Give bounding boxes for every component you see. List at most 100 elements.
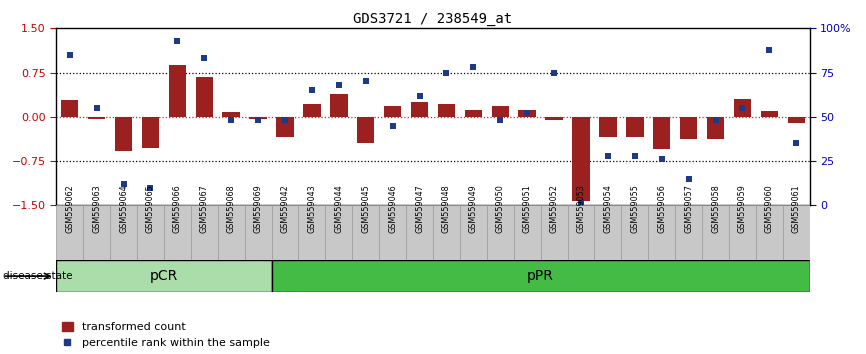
Bar — [787, 117, 805, 123]
Bar — [272, 205, 299, 260]
Bar — [594, 205, 621, 260]
Bar — [492, 106, 509, 117]
Text: GSM559046: GSM559046 — [388, 184, 397, 233]
Bar — [410, 102, 429, 117]
Bar — [622, 205, 649, 260]
Text: GSM559064: GSM559064 — [119, 184, 128, 233]
Bar — [169, 65, 186, 117]
Bar — [514, 205, 540, 260]
Bar — [83, 205, 110, 260]
Text: GSM559061: GSM559061 — [792, 184, 801, 233]
Bar — [680, 117, 697, 139]
Text: GSM559055: GSM559055 — [630, 184, 639, 233]
Text: GSM559054: GSM559054 — [604, 184, 612, 233]
Bar — [196, 77, 213, 117]
Point — [171, 38, 184, 44]
Point — [63, 52, 77, 58]
Text: pPR: pPR — [527, 269, 554, 283]
Point — [412, 93, 426, 98]
Text: GSM559058: GSM559058 — [711, 184, 720, 233]
Point — [305, 87, 319, 93]
Text: GSM559067: GSM559067 — [200, 184, 209, 233]
Bar — [702, 205, 729, 260]
Point — [708, 118, 722, 123]
Bar — [572, 117, 590, 201]
Point — [628, 153, 642, 159]
Bar — [465, 110, 482, 117]
Bar — [783, 205, 810, 260]
Title: GDS3721 / 238549_at: GDS3721 / 238549_at — [353, 12, 513, 26]
Bar — [217, 205, 245, 260]
Bar — [326, 205, 352, 260]
Text: GSM559049: GSM559049 — [469, 184, 478, 233]
Text: GSM559048: GSM559048 — [442, 184, 451, 233]
Point — [735, 105, 749, 111]
Bar — [56, 260, 272, 292]
Point — [467, 64, 481, 70]
Bar — [330, 95, 347, 117]
Bar — [249, 117, 267, 119]
Text: GSM559047: GSM559047 — [415, 184, 424, 233]
Text: GSM559065: GSM559065 — [146, 184, 155, 233]
Text: GSM559056: GSM559056 — [657, 184, 666, 233]
Point — [601, 153, 615, 159]
Bar — [357, 117, 374, 143]
Bar — [729, 205, 756, 260]
Bar — [384, 106, 401, 117]
Bar — [223, 112, 240, 117]
Bar — [299, 205, 326, 260]
Point — [144, 185, 158, 190]
Point — [224, 118, 238, 123]
Bar — [626, 117, 643, 137]
Point — [117, 181, 131, 187]
Text: GSM559069: GSM559069 — [254, 184, 262, 233]
Bar — [272, 260, 810, 292]
Text: GSM559045: GSM559045 — [361, 184, 371, 233]
Point — [682, 176, 695, 182]
Text: GSM559063: GSM559063 — [92, 184, 101, 233]
Bar — [756, 205, 783, 260]
Text: GSM559060: GSM559060 — [765, 184, 774, 233]
Bar — [519, 110, 536, 117]
Point — [574, 199, 588, 205]
Bar — [191, 205, 217, 260]
Bar — [276, 117, 294, 137]
Point — [197, 56, 211, 61]
Bar — [649, 205, 675, 260]
Bar — [599, 117, 617, 137]
Bar — [61, 100, 79, 117]
Text: GSM559052: GSM559052 — [550, 184, 559, 233]
Bar — [734, 99, 751, 117]
Text: GSM559043: GSM559043 — [307, 184, 316, 233]
Bar — [406, 205, 433, 260]
Text: GSM559050: GSM559050 — [495, 184, 505, 233]
Text: GSM559042: GSM559042 — [281, 184, 289, 233]
Bar — [56, 205, 83, 260]
Bar — [88, 117, 106, 119]
Text: GSM559057: GSM559057 — [684, 184, 693, 233]
Text: GSM559053: GSM559053 — [577, 184, 585, 233]
Bar — [460, 205, 487, 260]
Text: disease state: disease state — [3, 271, 72, 281]
Bar — [546, 117, 563, 120]
Text: pCR: pCR — [150, 269, 178, 283]
Bar — [379, 205, 406, 260]
Text: GSM559044: GSM559044 — [334, 184, 343, 233]
Point — [251, 118, 265, 123]
Point — [655, 156, 669, 162]
Bar — [567, 205, 594, 260]
Point — [547, 70, 561, 75]
Point — [332, 82, 346, 88]
Bar — [115, 117, 132, 151]
Point — [440, 70, 454, 75]
Bar — [487, 205, 514, 260]
Bar — [760, 111, 778, 117]
Point — [494, 118, 507, 123]
Text: GSM559068: GSM559068 — [227, 184, 236, 233]
Legend: transformed count, percentile rank within the sample: transformed count, percentile rank withi… — [61, 322, 269, 348]
Bar — [675, 205, 702, 260]
Bar — [540, 205, 567, 260]
Point — [90, 105, 104, 111]
Point — [359, 79, 372, 84]
Bar — [437, 104, 456, 117]
